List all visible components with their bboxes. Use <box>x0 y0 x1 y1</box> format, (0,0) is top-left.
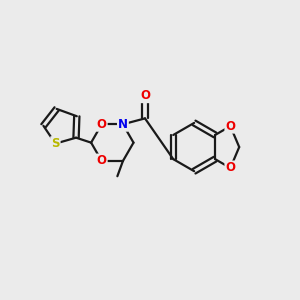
Text: O: O <box>225 161 236 175</box>
Text: N: N <box>118 118 128 131</box>
Text: O: O <box>225 120 236 133</box>
Text: O: O <box>140 89 150 102</box>
Text: O: O <box>97 118 107 131</box>
Text: O: O <box>97 154 107 167</box>
Text: S: S <box>51 137 60 150</box>
